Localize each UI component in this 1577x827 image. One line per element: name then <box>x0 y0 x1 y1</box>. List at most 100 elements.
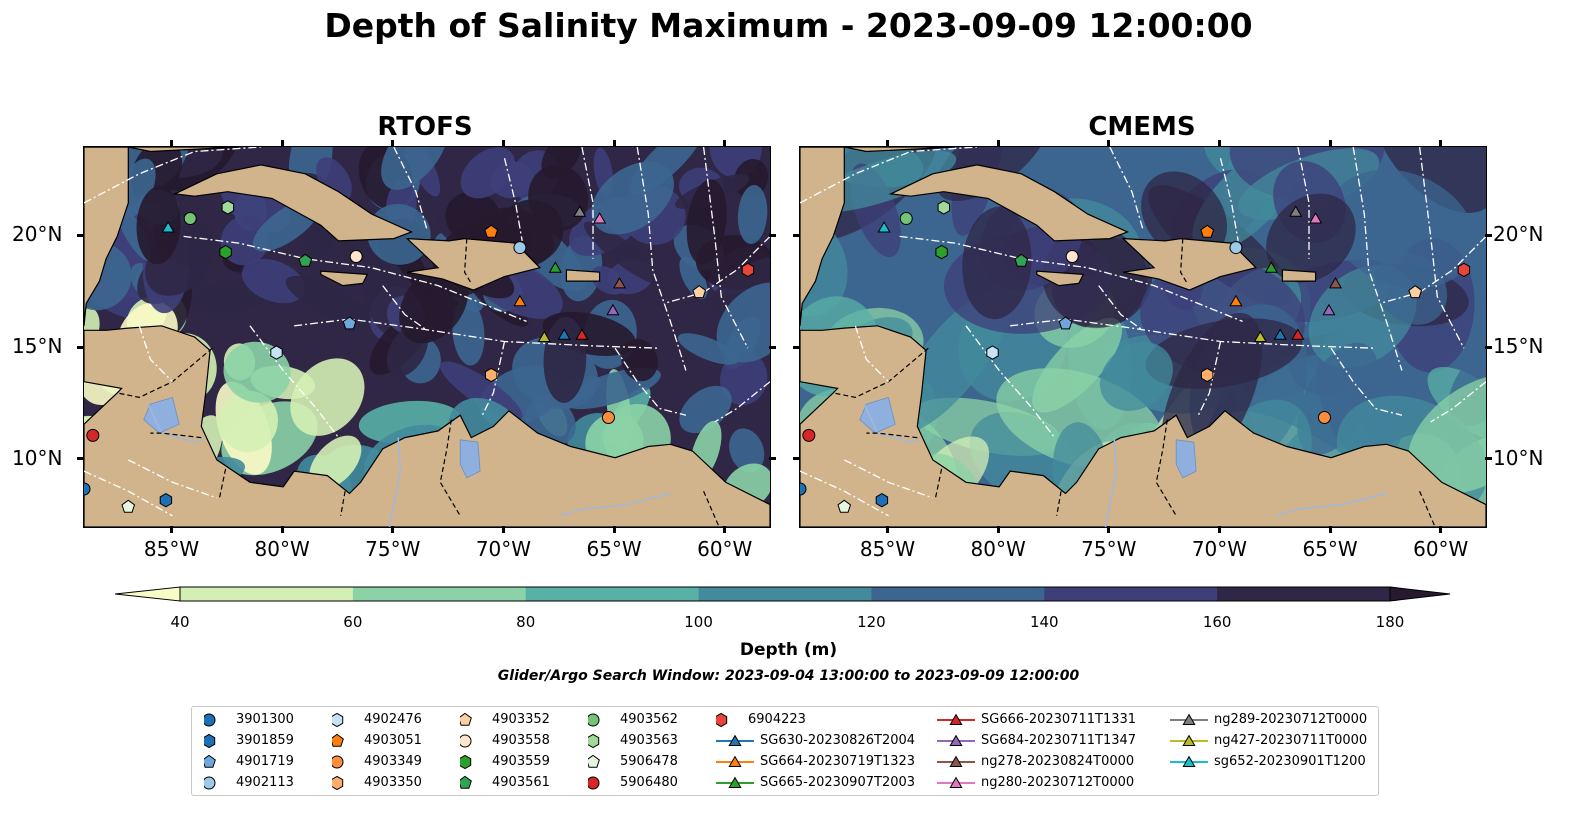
marker-4903051[interactable] <box>484 224 499 238</box>
marker-4903558[interactable] <box>1065 250 1079 264</box>
legend-marker-icon[interactable] <box>460 734 472 748</box>
legend-marker-icon[interactable] <box>588 754 600 768</box>
legend-marker-icon[interactable] <box>728 734 742 746</box>
marker-SG664-20230719T1323[interactable] <box>513 294 527 307</box>
legend-marker-icon[interactable] <box>332 775 344 791</box>
country-border <box>150 432 202 439</box>
colorbar-tick-label: 80 <box>516 613 536 631</box>
marker-4902476[interactable] <box>986 345 999 360</box>
marker-ng280-20230712T0000[interactable] <box>1309 212 1323 224</box>
legend-marker-icon[interactable] <box>588 713 600 727</box>
legend-marker-icon[interactable] <box>716 712 728 728</box>
marker-4903558[interactable] <box>349 250 363 264</box>
legend-marker-icon[interactable] <box>949 776 963 788</box>
marker-4903352[interactable] <box>1408 285 1423 299</box>
marker-ng278-20230824T0000[interactable] <box>612 276 627 289</box>
marker-SG665-20230907T2003[interactable] <box>548 261 562 273</box>
marker-sg652-20230901T1200[interactable] <box>161 221 175 233</box>
marker-4902113[interactable] <box>513 241 527 255</box>
marker-4903051[interactable] <box>1200 224 1215 238</box>
marker-3901300[interactable] <box>84 482 91 496</box>
lat-tick-mark <box>1485 457 1492 461</box>
legend-marker-icon[interactable] <box>1182 755 1196 767</box>
marker-3901859[interactable] <box>875 493 889 508</box>
marker-sg652-20230901T1200[interactable] <box>877 221 891 233</box>
country-border <box>703 490 720 527</box>
marker-4903563[interactable] <box>221 200 235 215</box>
marker-ng427-20230711T0000[interactable] <box>1253 330 1267 342</box>
marker-4902476[interactable] <box>270 345 283 360</box>
marker-4903349[interactable] <box>1317 410 1331 424</box>
marker-4901719[interactable] <box>1058 316 1073 330</box>
marker-4903562[interactable] <box>183 212 197 226</box>
marker-SG664-20230719T1323[interactable] <box>1229 294 1243 307</box>
marker-ng289-20230712T0000[interactable] <box>1289 205 1303 217</box>
eez-boundary <box>581 147 594 259</box>
legend-marker-icon[interactable] <box>1182 734 1196 746</box>
map-panel-rtofs[interactable] <box>83 146 771 528</box>
marker-5906480[interactable] <box>802 428 816 442</box>
lon-tick-mark <box>170 526 174 533</box>
marker-6904223[interactable] <box>1457 262 1471 278</box>
eez-boundary <box>714 381 770 423</box>
country-border <box>463 238 472 284</box>
marker-4903350[interactable] <box>1201 367 1214 383</box>
land <box>84 147 770 527</box>
legend-marker-icon[interactable] <box>949 734 963 746</box>
marker-4903350[interactable] <box>485 367 498 383</box>
lon-tick-mark <box>1107 140 1111 147</box>
map-panel-cmems[interactable] <box>799 146 1487 528</box>
marker-5906478[interactable] <box>121 499 136 513</box>
marker-SG666-20230711T1331[interactable] <box>1291 328 1305 340</box>
river <box>147 403 204 443</box>
marker-4903559[interactable] <box>935 244 948 260</box>
marker-4903562[interactable] <box>899 212 913 226</box>
marker-4902113[interactable] <box>1229 241 1243 255</box>
marker-3901300[interactable] <box>800 482 807 496</box>
marker-4903563[interactable] <box>937 200 951 215</box>
marker-SG684-20230711T1347[interactable] <box>606 303 620 316</box>
marker-SG630-20230826T2004[interactable] <box>557 328 571 340</box>
marker-4903559[interactable] <box>219 244 232 260</box>
marker-SG666-20230711T1331[interactable] <box>575 328 589 340</box>
legend-marker-icon[interactable] <box>204 776 216 790</box>
legend-marker-icon[interactable] <box>332 733 344 747</box>
legend-marker-icon[interactable] <box>1182 713 1196 725</box>
legend-marker-icon[interactable] <box>460 775 472 789</box>
marker-ng278-20230824T0000[interactable] <box>1328 276 1343 289</box>
legend-marker-icon[interactable] <box>728 776 742 788</box>
legend-marker-icon[interactable] <box>728 755 742 767</box>
marker-SG665-20230907T2003[interactable] <box>1264 261 1278 273</box>
legend-marker-icon[interactable] <box>204 754 216 768</box>
legend-marker-icon[interactable] <box>460 712 472 726</box>
lon-tick-mark <box>1107 526 1111 533</box>
marker-5906480[interactable] <box>86 428 100 442</box>
legend-label: 6904223 <box>748 712 806 727</box>
legend-marker-icon[interactable] <box>588 776 600 790</box>
legend-marker-icon[interactable] <box>949 713 963 725</box>
marker-ng280-20230712T0000[interactable] <box>593 212 607 224</box>
marker-3901859[interactable] <box>159 493 173 508</box>
lon-tick-mark <box>886 140 890 147</box>
marker-6904223[interactable] <box>741 262 755 278</box>
marker-4901719[interactable] <box>342 316 357 330</box>
map-canvas-rtofs <box>84 147 770 527</box>
marker-SG630-20230826T2004[interactable] <box>1273 328 1287 340</box>
legend-marker-icon[interactable] <box>460 754 472 770</box>
legend-marker-icon[interactable] <box>588 733 600 749</box>
marker-ng427-20230711T0000[interactable] <box>537 330 551 342</box>
lake <box>859 396 896 434</box>
legend-marker-icon[interactable] <box>204 733 216 749</box>
marker-4903561[interactable] <box>298 253 313 267</box>
legend-marker-icon[interactable] <box>949 755 963 767</box>
legend-marker-icon[interactable] <box>332 755 344 769</box>
legend-marker-icon[interactable] <box>204 713 216 727</box>
legend-marker-icon[interactable] <box>332 712 344 728</box>
marker-SG684-20230711T1347[interactable] <box>1322 303 1336 316</box>
colorbar-label: Depth (m) <box>739 640 838 660</box>
marker-4903352[interactable] <box>692 285 707 299</box>
marker-5906478[interactable] <box>837 499 852 513</box>
marker-4903349[interactable] <box>601 410 615 424</box>
marker-4903561[interactable] <box>1014 253 1029 267</box>
marker-ng289-20230712T0000[interactable] <box>573 205 587 217</box>
